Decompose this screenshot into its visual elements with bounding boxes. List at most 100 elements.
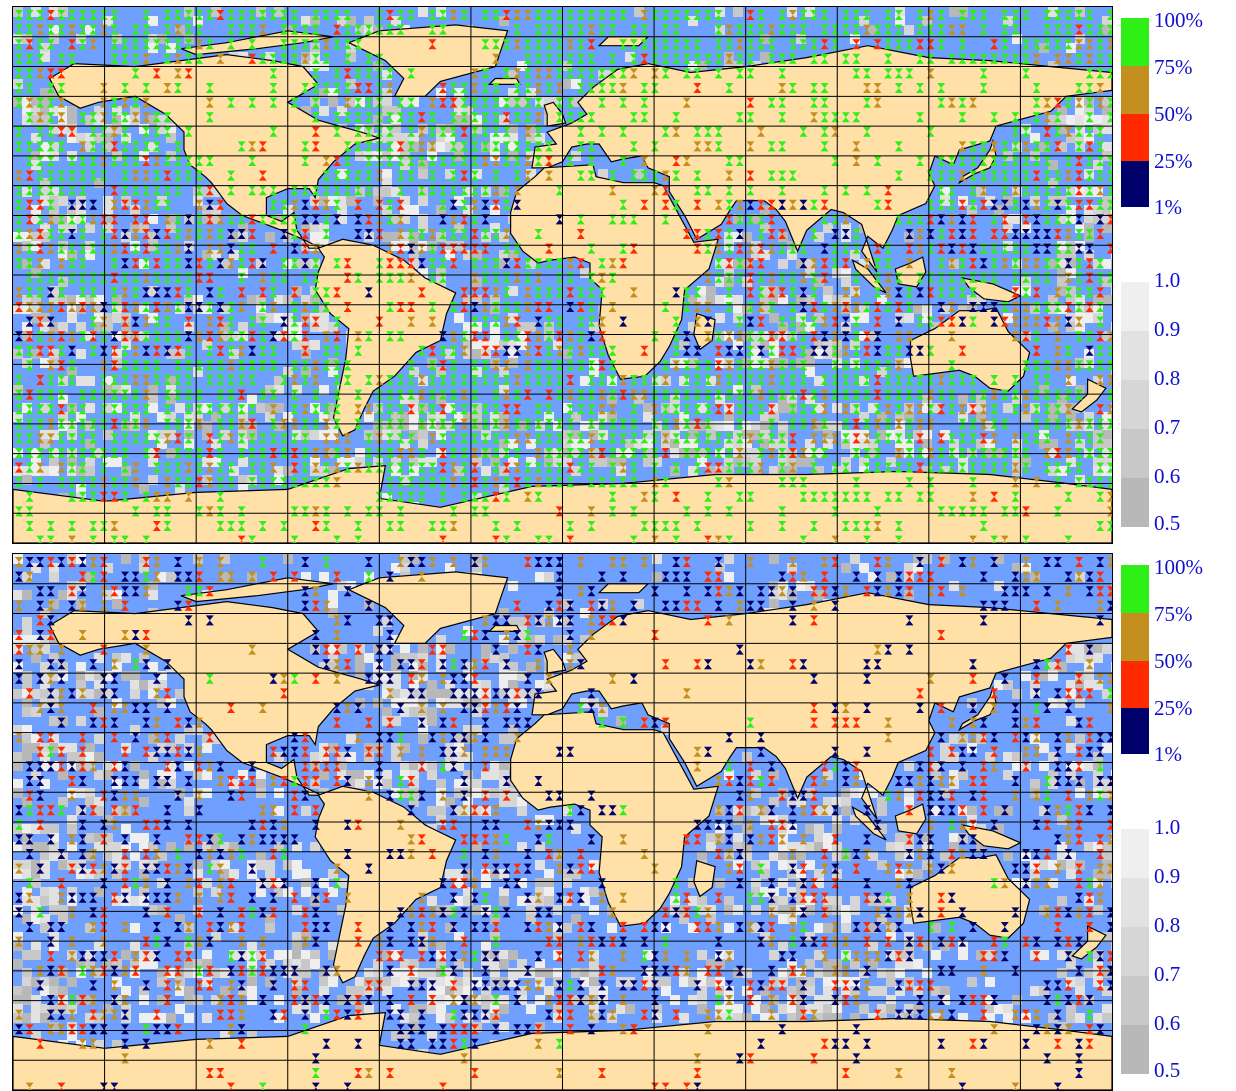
gray-cell [949, 833, 959, 843]
gray-cell [1039, 671, 1049, 681]
gray-cell [697, 851, 707, 861]
gray-cell [121, 671, 131, 681]
gray-cell [841, 806, 851, 816]
gray-cell [481, 941, 491, 951]
gray-cell [256, 779, 266, 789]
gray-cell [310, 232, 320, 242]
gray-cell [850, 34, 860, 44]
gray-cell [769, 950, 779, 960]
gray-cell [76, 716, 86, 726]
gray-cell [526, 905, 536, 915]
gray-cell [22, 707, 32, 717]
gray-cell [823, 923, 833, 933]
gray-cell [130, 671, 140, 681]
gray-cell [22, 860, 32, 870]
gray-cell [1048, 439, 1058, 449]
gray-cell [796, 581, 806, 591]
gray-cell [112, 599, 122, 609]
gray-cell [112, 851, 122, 861]
gray-cell [481, 770, 491, 780]
gray-cell [445, 869, 455, 879]
gray-cell [76, 376, 86, 386]
legend-swatch-25-50 [1121, 114, 1149, 161]
gray-cell [94, 770, 104, 780]
gray-cell [490, 788, 500, 798]
gray-cell [949, 734, 959, 744]
gray-cell [157, 439, 167, 449]
gray-cell [202, 743, 212, 753]
gray-cell [265, 923, 275, 933]
gray-cell [589, 887, 599, 897]
gray-cell [823, 286, 833, 296]
gray-cell [733, 905, 743, 915]
gray-cell [481, 878, 491, 888]
gray-cell [301, 806, 311, 816]
gray-cell [58, 590, 68, 600]
gray-cell [1084, 313, 1094, 323]
gray-cell [319, 385, 329, 395]
gray-cell [148, 590, 158, 600]
gray-cell [544, 887, 554, 897]
gray-cell [517, 671, 527, 681]
gray-cell [310, 752, 320, 762]
gray-cell [22, 752, 32, 762]
gray-cell [49, 824, 59, 834]
gray-cell [301, 950, 311, 960]
gray-cell [166, 572, 176, 582]
gray-cell [31, 941, 41, 951]
gray-cell [841, 268, 851, 278]
gray-cell [427, 770, 437, 780]
gray-cell [130, 851, 140, 861]
gray-cell [427, 896, 437, 906]
legend-gray-05-06 [1121, 478, 1149, 527]
gray-cell [337, 581, 347, 591]
legend-swatch-50-75 [1121, 66, 1149, 114]
gray-cell [238, 322, 248, 332]
gray-cell [256, 860, 266, 870]
gray-cell [841, 905, 851, 915]
gray-cell [499, 896, 509, 906]
gray-cell [715, 295, 725, 305]
gray-cell [85, 752, 95, 762]
gray-cell [1093, 653, 1103, 663]
gray-cell [778, 421, 788, 431]
gray-cell [463, 887, 473, 897]
gray-cell [265, 860, 275, 870]
top-frequency-legend: 100% 75% 50% 25% 1% [1121, 10, 1236, 220]
gray-cell [1093, 644, 1103, 654]
gray-cell [733, 815, 743, 825]
gray-cell [265, 232, 275, 242]
gray-cell [319, 106, 329, 116]
gray-cell [904, 563, 914, 573]
gray-cell [184, 806, 194, 816]
gray-cell [796, 457, 806, 467]
gray-cell [265, 869, 275, 879]
gray-cell [472, 349, 482, 359]
gray-cell [130, 833, 140, 843]
gray-cell [805, 905, 815, 915]
gray-cell [274, 887, 284, 897]
legend-value-label: 0.7 [1154, 417, 1180, 438]
gray-cell [724, 896, 734, 906]
gray-cell [1039, 860, 1049, 870]
gray-cell [1084, 671, 1094, 681]
gray-cell [76, 662, 86, 672]
gray-cell [508, 950, 518, 960]
gray-cell [769, 554, 779, 564]
gray-cell [22, 626, 32, 636]
gray-cell [346, 196, 356, 206]
gray-cell [1102, 743, 1112, 753]
gray-cell [319, 878, 329, 888]
gray-cell [814, 869, 824, 879]
gray-cell [589, 905, 599, 915]
gray-cell [670, 448, 680, 458]
gray-cell [508, 644, 518, 654]
gray-cell [1030, 779, 1040, 789]
gray-cell [562, 923, 572, 933]
gray-cell [400, 644, 410, 654]
gray-cell [886, 572, 896, 582]
gray-cell [742, 752, 752, 762]
gray-cell [418, 430, 428, 440]
gray-cell [49, 851, 59, 861]
gray-cell [49, 905, 59, 915]
